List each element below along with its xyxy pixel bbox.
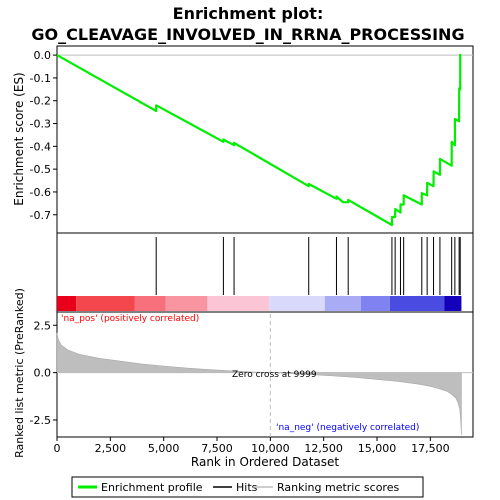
heat-bar-segment (57, 296, 77, 311)
es-line-group (56, 54, 462, 227)
heat-bar-segment (324, 296, 361, 311)
hit-marks (155, 237, 461, 295)
es-y-tick-label: -0.4 (30, 140, 51, 153)
metric-y-tick-label: -2.5 (30, 414, 51, 427)
x-axis-label: Rank in Ordered Dataset (191, 455, 339, 469)
legend-es-label: Enrichment profile (101, 481, 203, 494)
chart-title-line1: Enrichment plot: (173, 4, 324, 23)
metric-y-tick-label: 2.5 (34, 319, 52, 332)
x-tick-label: 0 (54, 442, 61, 455)
es-axis-ticks: 0.0 -0.1 -0.2 -0.3 -0.4 -0.5 -0.6 -0.7 (30, 49, 473, 222)
metric-axis-ticks: 2.5 0.0 -2.5 (30, 319, 57, 427)
es-profile-line (56, 54, 462, 227)
x-tick-label: 10,000 (251, 442, 290, 455)
es-y-tick-label: -0.1 (30, 72, 51, 85)
es-y-axis-label: Enrichment score (ES) (12, 72, 26, 205)
heat-bar-segment (207, 296, 270, 311)
chart-title-line2: GO_CLEAVAGE_INVOLVED_IN_RRNA_PROCESSING (31, 25, 464, 44)
es-y-tick-label: -0.2 (30, 95, 51, 108)
x-tick-label: 5,000 (148, 442, 180, 455)
neg-correlated-label: 'na_neg' (negatively correlated) (276, 423, 419, 433)
heat-bar-segment (76, 296, 135, 311)
heat-bar-segment (165, 296, 208, 311)
legend-metric-label: Ranking metric scores (277, 481, 399, 494)
es-y-tick-label: -0.5 (30, 163, 51, 176)
legend: Enrichment profile Hits Ranking metric s… (71, 476, 424, 498)
ranking-metric-area (56, 332, 462, 436)
es-y-tick-label: -0.3 (30, 118, 51, 131)
es-y-tick-label: -0.7 (30, 209, 51, 222)
legend-hits-label: Hits (236, 481, 258, 494)
heat-bar-segment (134, 296, 166, 311)
zero-cross-label: Zero cross at 9999 (232, 370, 317, 380)
legend-box (71, 476, 424, 498)
metric-y-tick-label: 0.0 (34, 367, 52, 380)
heat-bar-segment (444, 296, 462, 311)
heat-bar-segment (389, 296, 445, 311)
rank-heat-bar (57, 296, 462, 311)
metric-area-group (56, 314, 473, 437)
x-tick-label: 15,000 (358, 442, 397, 455)
x-tick-label: 2,500 (95, 442, 127, 455)
x-tick-label: 12,500 (304, 442, 343, 455)
x-tick-label: 7,500 (201, 442, 233, 455)
heat-bar-segment (269, 296, 325, 311)
x-tick-label: 17,500 (411, 442, 450, 455)
x-axis-ticks: 0 2,500 5,000 7,500 10,000 12,500 15,000 17,500 (54, 437, 450, 455)
es-y-tick-label: -0.6 (30, 186, 51, 199)
pos-correlated-label: 'na_pos' (positively correlated) (61, 314, 199, 324)
metric-panel-frame (56, 311, 474, 438)
metric-y-axis-label: Ranked list metric (PreRanked) (13, 288, 26, 458)
es-y-tick-label: 0.0 (34, 49, 52, 62)
heat-bar-segment (361, 296, 390, 311)
es-panel-frame (56, 45, 474, 234)
